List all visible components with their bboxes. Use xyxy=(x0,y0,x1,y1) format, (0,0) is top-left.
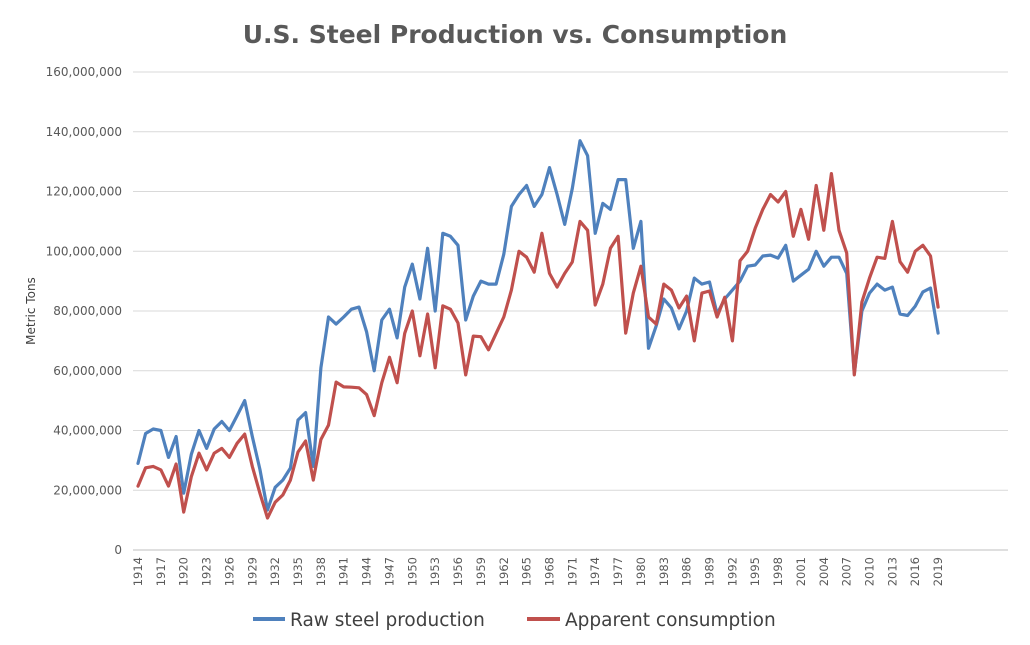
x-tick-label: 2013 xyxy=(885,557,899,586)
x-tick-label: 1968 xyxy=(542,557,556,586)
legend: Raw steel production Apparent consumptio… xyxy=(253,610,776,631)
x-tick-label: 1914 xyxy=(131,557,145,586)
gridlines xyxy=(133,71,1008,551)
x-tick-label: 1920 xyxy=(177,557,191,586)
x-tick-label: 1980 xyxy=(634,557,648,586)
y-tick-label: 140,000,000 xyxy=(46,125,122,139)
x-tick-label: 1998 xyxy=(771,557,785,586)
x-tick-label: 1977 xyxy=(611,557,625,586)
x-tick-label: 2010 xyxy=(863,557,877,586)
legend-label-consumption: Apparent consumption xyxy=(565,610,776,631)
y-tick-label: 40,000,000 xyxy=(53,424,122,438)
x-tick-label: 1926 xyxy=(222,557,236,586)
x-tick-label: 1950 xyxy=(405,557,419,586)
x-tick-label: 1935 xyxy=(291,557,305,586)
y-tick-label: 160,000,000 xyxy=(46,65,122,79)
series-lines xyxy=(136,139,940,520)
x-tick-label: 1917 xyxy=(154,557,168,586)
series-line-raw-steel-production xyxy=(136,139,940,512)
x-tick-label: 2019 xyxy=(931,557,945,586)
series-points xyxy=(137,173,939,519)
y-tick-label: 80,000,000 xyxy=(53,304,122,318)
x-tick-label: 1923 xyxy=(200,557,214,586)
x-tick-label: 1956 xyxy=(451,557,465,586)
x-tick-label: 1959 xyxy=(474,557,488,586)
y-tick-labels: 0 20,000,000 40,000,000 60,000,000 80,000,00… xyxy=(46,65,122,557)
x-tick-label: 1971 xyxy=(565,557,579,586)
x-tick-label: 1932 xyxy=(268,557,282,586)
x-tick-label: 1983 xyxy=(657,557,671,586)
x-tick-label: 1944 xyxy=(360,557,374,586)
x-tick-label: 1962 xyxy=(497,557,511,586)
x-tick-label: 2004 xyxy=(817,557,831,586)
x-tick-labels: 1914 1917 1920 1923 1926 1929 1932 1935 1938 1941… xyxy=(131,557,945,586)
chart-title: U.S. Steel Production vs. Consumption xyxy=(243,20,788,49)
y-tick-label: 0 xyxy=(114,543,122,557)
x-tick-label: 1941 xyxy=(337,557,351,586)
x-tick-label: 1947 xyxy=(382,557,396,586)
x-tick-label: 1995 xyxy=(748,557,762,586)
y-axis-label: Metric Tons xyxy=(24,277,38,345)
x-tick-label: 1965 xyxy=(520,557,534,586)
x-tick-label: 2001 xyxy=(794,557,808,586)
y-tick-label: 60,000,000 xyxy=(53,364,122,378)
legend-label-production: Raw steel production xyxy=(290,610,485,631)
y-tick-label: 20,000,000 xyxy=(53,483,122,497)
x-tick-label: 2007 xyxy=(840,557,854,586)
x-tick-label: 1953 xyxy=(428,557,442,586)
x-tick-label: 1974 xyxy=(588,557,602,586)
x-tick-label: 1989 xyxy=(703,557,717,586)
series-line-apparent-consumption xyxy=(136,172,940,520)
y-tick-label: 120,000,000 xyxy=(46,185,122,199)
x-tick-label: 1992 xyxy=(725,557,739,586)
x-tick-label: 1929 xyxy=(245,557,259,586)
x-tick-label: 1986 xyxy=(680,557,694,586)
x-tick-label: 2016 xyxy=(908,557,922,586)
x-tick-label: 1938 xyxy=(314,557,328,586)
y-tick-label: 100,000,000 xyxy=(46,244,122,258)
